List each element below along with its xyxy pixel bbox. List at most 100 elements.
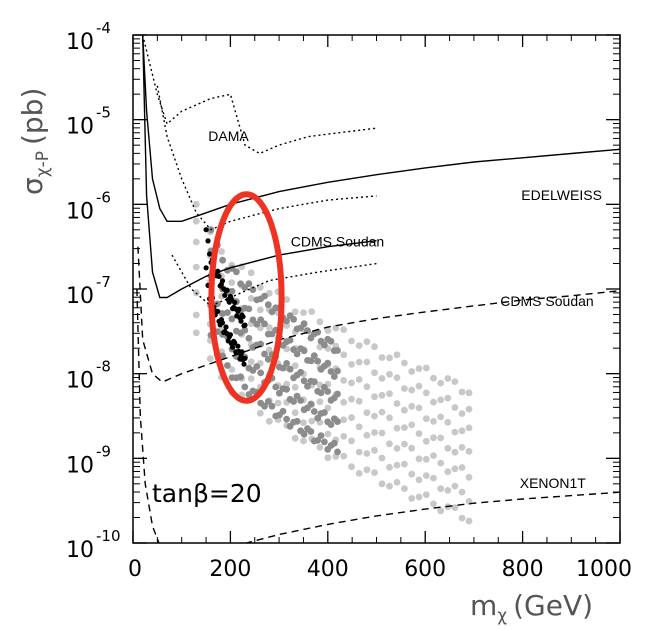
scatter-point	[378, 454, 386, 462]
scatter-point	[393, 400, 401, 407]
scatter-point	[327, 368, 335, 375]
scatter-point	[363, 466, 371, 474]
scatter-point	[192, 200, 200, 208]
scatter-point	[304, 382, 311, 390]
scatter-point	[223, 324, 229, 330]
scatter-point	[465, 473, 473, 481]
scatter-point	[228, 315, 236, 323]
scatter-point	[340, 432, 348, 440]
scatter-point	[437, 459, 445, 467]
scatter-point	[291, 362, 299, 370]
scatter-point	[465, 424, 473, 432]
scatter-point	[371, 412, 378, 420]
plot-frame	[132, 34, 621, 544]
scatter-point	[451, 448, 459, 456]
scatter-point	[422, 491, 430, 499]
scatter-point	[430, 500, 437, 508]
scatter-point	[363, 409, 371, 416]
scatter-point	[422, 472, 430, 479]
scatter-point	[340, 452, 348, 460]
scatter-point	[371, 469, 378, 476]
scatter-point	[239, 349, 245, 355]
scatter-point	[415, 430, 423, 437]
scatter-point	[297, 368, 304, 376]
scatter-point	[340, 351, 348, 359]
scatter-point	[192, 217, 200, 225]
scatter-point	[265, 324, 273, 331]
scatter-point	[408, 421, 416, 429]
scatter-point	[274, 399, 282, 407]
scatter-point	[290, 398, 297, 405]
y-axis-subscript: χ-P	[33, 151, 53, 177]
scatter-point	[257, 340, 265, 348]
scatter-point	[321, 409, 328, 416]
scatter-point	[207, 251, 213, 257]
scatter-point	[235, 343, 241, 349]
scatter-point	[286, 365, 294, 373]
scatter-point	[348, 360, 355, 368]
scatter-point	[253, 320, 261, 328]
y-tick-label: 10-7	[66, 273, 111, 309]
limit-curve-4	[142, 35, 377, 299]
scatter-point	[348, 395, 355, 403]
limit-curve-6	[136, 288, 620, 543]
scatter-point	[228, 366, 236, 373]
x-tick-label: 600	[404, 557, 446, 582]
scatter-point	[205, 238, 211, 244]
scatter-point	[308, 308, 316, 315]
scatter-point	[415, 404, 423, 412]
scatter-point	[314, 437, 322, 444]
scatter-point	[363, 383, 371, 391]
scatter-point	[242, 322, 248, 328]
scatter-point	[286, 336, 294, 344]
scatter-point	[386, 414, 393, 422]
scatter-point	[330, 439, 338, 447]
scatter-point	[401, 359, 408, 367]
scatter-point	[291, 308, 299, 316]
scatter-point	[232, 299, 238, 306]
scatter-point	[408, 368, 416, 375]
x-tick-label: 200	[209, 557, 251, 582]
scatter-point	[437, 434, 445, 442]
curve-label-3: EDELWEISS	[521, 187, 602, 203]
x-tick-label: 800	[502, 557, 544, 582]
scatter-point	[363, 450, 371, 457]
scatter-point	[247, 358, 255, 366]
scatter-point	[300, 309, 307, 316]
scatter-point	[224, 287, 230, 293]
scatter-point	[237, 373, 245, 381]
scatter-point	[222, 292, 228, 298]
scatter-point	[233, 268, 240, 276]
scatter-point	[408, 470, 416, 478]
scatter-point	[314, 357, 322, 365]
scatter-point	[393, 374, 401, 381]
scatter-point	[192, 329, 200, 337]
scatter-point	[308, 417, 316, 425]
y-axis-label: σχ-P (pb)	[16, 88, 53, 195]
y-tick-label: 10-5	[66, 104, 111, 140]
scatter-point	[458, 444, 466, 451]
scatter-point	[340, 416, 348, 424]
curve-labels: DAMA EDELWEISS CDMS Soudan CDMS Soudan XENON…	[208, 128, 602, 491]
scatter-point	[316, 398, 324, 406]
scatter-point	[355, 342, 363, 349]
axes: 0 200 400 600 800 1000 10-4 10-5 10-6 10-7 10-8 10-…	[66, 19, 632, 582]
scatter-point	[317, 389, 325, 397]
scatter-point	[324, 359, 332, 367]
scatter-point	[401, 406, 408, 414]
scatter-point	[355, 376, 363, 383]
x-tick-label: 0	[128, 557, 142, 582]
scatter-point	[219, 256, 227, 264]
scatter-point	[371, 369, 378, 377]
scatter-point	[241, 383, 249, 391]
scatter-point	[203, 265, 209, 271]
scatter-point	[242, 355, 248, 361]
annotation-tanbeta: tanβ=20	[152, 479, 262, 508]
scatter-point	[291, 409, 299, 417]
scatter-point	[236, 306, 242, 312]
scatter-point	[215, 308, 221, 314]
scatter-point	[238, 318, 244, 324]
scatter-point	[393, 424, 401, 432]
scatter-point	[408, 444, 416, 452]
